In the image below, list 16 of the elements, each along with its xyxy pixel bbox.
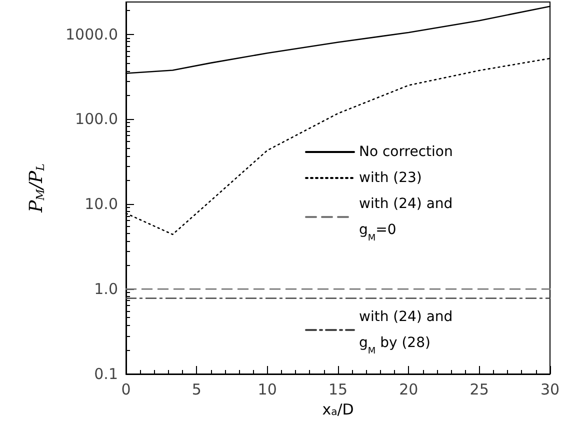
x-tick-label: 0 <box>121 380 131 398</box>
y-tick-label: 1.0 <box>94 280 118 298</box>
legend-label: No correction <box>359 144 453 160</box>
x-axis-title: xa/D <box>322 400 354 418</box>
x-tick-label: 5 <box>192 380 202 398</box>
legend-label: with (23) <box>359 170 422 186</box>
y-axis-title: PM/PL <box>26 164 47 214</box>
x-tick-label: 20 <box>399 380 418 398</box>
y-tick-label: 0.1 <box>94 365 118 383</box>
x-tick-label: 15 <box>328 380 348 398</box>
x-tick-label: 25 <box>470 380 489 398</box>
y-tick-label: 1000.0 <box>66 25 118 44</box>
x-tick-label: 30 <box>540 380 560 398</box>
x-tick-label: 10 <box>258 380 277 398</box>
y-tick-label: 100.0 <box>75 110 118 128</box>
y-tick-label: 10.0 <box>84 195 118 214</box>
